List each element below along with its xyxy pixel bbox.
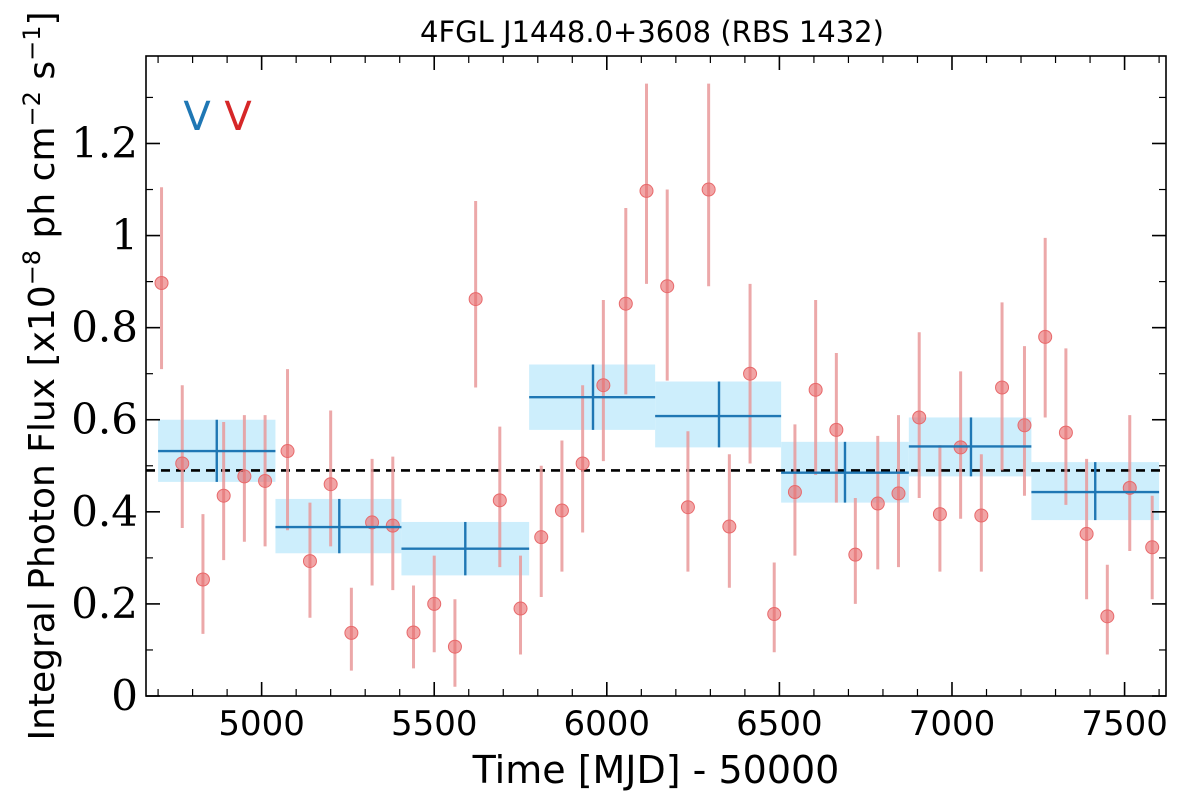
y-tick-labels: 0 0.2 0.4 0.6 0.8 1 1.2 [71,118,138,720]
flux-point-42 [1038,329,1053,344]
flux-point-33 [848,547,863,562]
flux-point-1 [175,456,190,471]
flux-point-37 [932,507,947,522]
flux-point-20 [575,456,590,471]
flux-point-10 [365,515,380,530]
flux-point-9 [344,625,359,640]
flux-point-15 [468,292,483,307]
flux-point-40 [995,380,1010,395]
flux-point-45 [1100,609,1115,624]
flux-point-16 [492,493,507,508]
flux-point-28 [743,366,758,381]
flux-point-23 [639,183,654,198]
y-tick-label-1: 0.2 [71,579,138,628]
y-axis-label: Integral Photon Flux [x10−8 ph cm−2 s−1] [18,11,63,740]
x-tick-label-1: 5500 [391,704,478,744]
x-tick-label-0: 5000 [218,704,305,744]
flux-point-3 [216,488,231,503]
flux-point-8 [323,477,338,492]
flux-point-41 [1017,418,1032,433]
x-tick-label-3: 6500 [736,704,823,744]
flux-point-39 [974,508,989,523]
axis-ticks [146,56,1166,697]
flux-point-11 [385,518,400,533]
flux-point-29 [767,607,782,622]
legend-marker-binned: V [183,94,211,140]
y-tick-label-3: 0.6 [71,395,138,444]
flux-point-21 [596,378,611,393]
binned-flux-crosses [158,364,1160,576]
flux-point-17 [513,601,528,616]
plot-frame [145,55,1167,697]
flux-point-25 [680,500,695,515]
flux-point-36 [912,410,927,425]
flux-point-14 [447,639,462,654]
y-tick-label-2: 0.4 [71,487,138,536]
flux-point-7 [302,554,317,569]
y-tick-label-6: 1.2 [71,118,138,167]
flux-point-22 [618,296,633,311]
flux-point-24 [660,279,675,294]
flux-point-47 [1145,540,1160,555]
flux-point-19 [554,503,569,518]
flux-point-34 [870,496,885,511]
flux-point-6 [280,444,295,459]
y-tick-label-5: 1 [111,211,138,260]
flux-point-30 [787,485,802,500]
flux-point-27 [722,519,737,534]
flux-points [154,182,1160,654]
flux-point-43 [1058,425,1073,440]
x-tick-labels: 5000 5500 6000 6500 7000 7500 [218,704,1167,744]
legend-marker-points: V [224,94,252,140]
flux-point-5 [258,473,273,488]
flux-point-18 [534,530,549,545]
flux-point-2 [195,572,210,587]
flux-point-0 [154,275,169,290]
flux-point-35 [891,486,906,501]
y-tick-label-0: 0 [111,671,138,720]
flux-point-26 [701,182,716,197]
x-tick-label-4: 7000 [909,704,996,744]
chart-title: 4FGL J1448.0+3608 (RBS 1432) [420,15,884,49]
flux-point-31 [808,382,823,397]
flux-point-13 [427,596,442,611]
x-tick-label-5: 7500 [1081,704,1168,744]
flux-point-4 [237,469,252,484]
x-axis-label: Time [MJD] - 50000 [472,748,840,792]
flux-point-32 [829,422,844,437]
flux-point-44 [1079,526,1094,541]
y-tick-label-4: 0.8 [71,303,138,352]
flux-point-12 [406,625,421,640]
x-tick-label-2: 6000 [564,704,651,744]
